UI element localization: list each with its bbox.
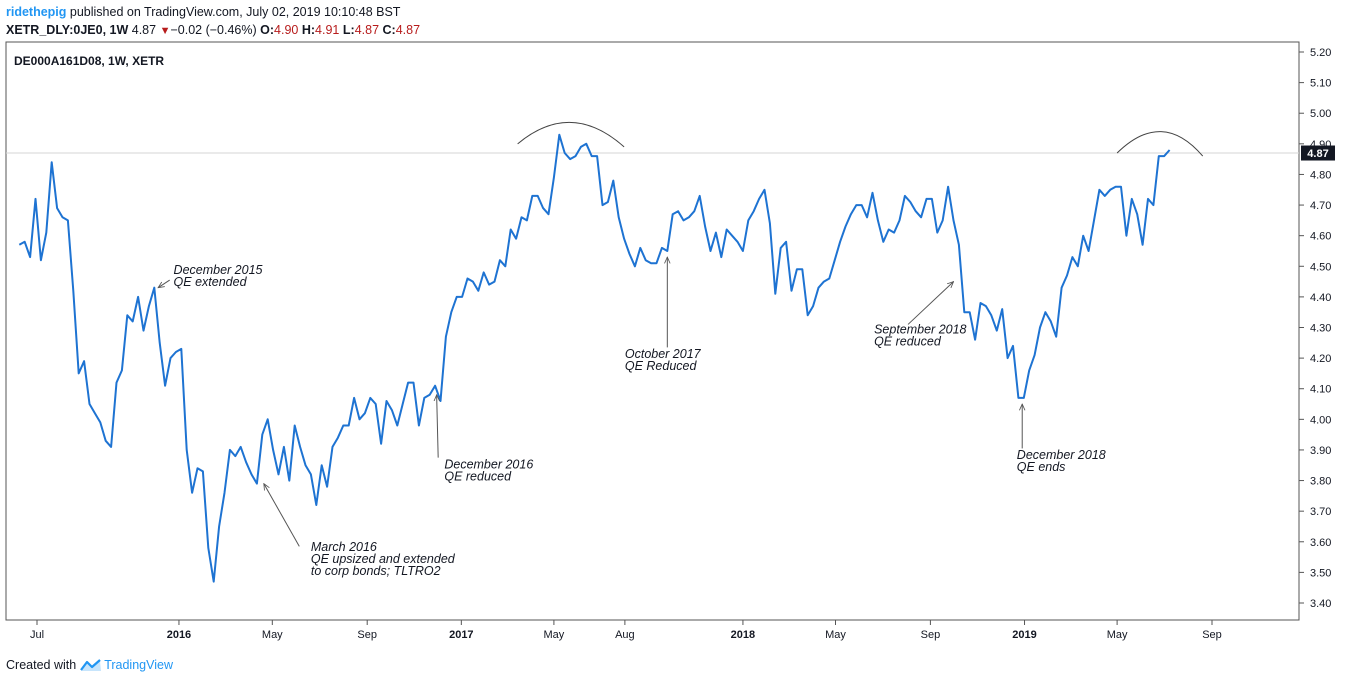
- annotation-arrow-0: [158, 279, 170, 288]
- price-tick-label: 3.50: [1310, 567, 1331, 579]
- open-value: 4.90: [274, 23, 299, 37]
- time-tick-label: 2019: [1012, 629, 1036, 641]
- annotation-text-1-0: March 2016: [311, 540, 377, 554]
- low-label: L:: [342, 23, 355, 37]
- annotation-arrow-2: [437, 395, 439, 458]
- price-tick-label: 4.30: [1310, 323, 1331, 335]
- price-tick-label: 4.70: [1310, 200, 1331, 212]
- time-tick-label: May: [544, 629, 565, 641]
- price-tick-label: 3.40: [1310, 598, 1331, 610]
- publish-info: ridethepig published on TradingView.com,…: [6, 5, 400, 19]
- price-tick-label: 5.10: [1310, 78, 1331, 90]
- annotation-text-2-1: QE reduced: [444, 469, 512, 483]
- time-tick-label: Sep: [921, 629, 941, 641]
- arc-0: [517, 121, 625, 148]
- price-tick-label: 4.10: [1310, 384, 1331, 396]
- time-tick-label: Sep: [1202, 629, 1222, 641]
- footer: Created with TradingView: [6, 658, 173, 675]
- price-change: −0.02 (−0.46%): [170, 23, 257, 37]
- low-value: 4.87: [354, 23, 380, 37]
- plot-frame: [5, 41, 1300, 621]
- annotation-text-0-0: December 2015: [174, 263, 263, 277]
- price-series-line: [18, 133, 1171, 583]
- symbol-name[interactable]: XETR_DLY:0JE0, 1W: [6, 23, 129, 37]
- arc-drawings: [517, 121, 1204, 157]
- time-tick-label: 2017: [449, 629, 473, 641]
- price-tick-label: 4.20: [1310, 353, 1331, 365]
- high-value: 4.91: [315, 23, 340, 37]
- author-link[interactable]: ridethepig: [6, 5, 67, 19]
- price-tick-label: 4.00: [1310, 414, 1331, 426]
- time-tick-label: May: [262, 629, 283, 641]
- tradingview-link[interactable]: TradingView: [104, 658, 173, 672]
- current-price-label: 4.87: [1307, 148, 1328, 160]
- time-tick-label: Aug: [615, 629, 635, 641]
- annotation-text-1-2: to corp bonds; TLTRO2: [311, 564, 441, 578]
- created-with-text: Created with: [6, 658, 77, 672]
- close-value: 4.87: [395, 23, 421, 37]
- price-tick-label: 4.40: [1310, 292, 1331, 304]
- last-price: 4.87: [131, 23, 157, 37]
- time-tick-label: 2016: [167, 629, 191, 641]
- price-tick-label: 3.60: [1310, 537, 1331, 549]
- open-label: O:: [260, 23, 275, 37]
- price-tick-label: 4.80: [1310, 169, 1331, 181]
- arc-1: [1116, 131, 1204, 157]
- published-text: published on TradingView.com, July 02, 2…: [66, 5, 401, 19]
- price-tick-label: 3.80: [1310, 476, 1331, 488]
- price-tick-label: 4.50: [1310, 261, 1331, 273]
- symbol-legend: XETR_DLY:0JE0, 1W 4.87 ▼−0.02 (−0.46%) O…: [6, 23, 420, 37]
- annotation-text-4-1: QE reduced: [874, 335, 942, 349]
- time-tick-label: May: [1107, 629, 1128, 641]
- annotation-arrow-1: [264, 484, 300, 547]
- annotation-text-2-0: December 2016: [444, 457, 533, 471]
- tradingview-logo-icon: [80, 658, 102, 675]
- price-tick-label: 5.00: [1310, 108, 1331, 120]
- annotation-text-4-0: September 2018: [874, 323, 966, 337]
- annotation-arrow-4: [907, 282, 954, 325]
- price-axis[interactable]: 5.205.105.004.904.804.704.604.504.404.30…: [1299, 47, 1331, 610]
- time-tick-label: Jul: [30, 629, 44, 641]
- time-axis[interactable]: Jul 2016 May Sep 2017 May Aug 2018 May Sep 2019 May…: [30, 620, 1222, 641]
- close-label: C:: [382, 23, 396, 37]
- annotation-text-3-0: October 2017: [625, 347, 702, 361]
- annotation-text-5-1: QE ends: [1017, 460, 1066, 474]
- time-tick-label: May: [825, 629, 846, 641]
- current-price-badge: 4.87: [1301, 145, 1335, 161]
- time-tick-label: Sep: [357, 629, 377, 641]
- price-tick-label: 3.90: [1310, 445, 1331, 457]
- annotation-text-3-1: QE Reduced: [625, 359, 698, 373]
- annotation-text-0-1: QE extended: [174, 275, 248, 289]
- price-tick-label: 5.20: [1310, 47, 1331, 59]
- high-label: H:: [301, 23, 316, 37]
- price-tick-label: 3.70: [1310, 506, 1331, 518]
- price-tick-label: 4.60: [1310, 231, 1331, 243]
- down-arrow-icon: ▼: [159, 25, 171, 37]
- annotation-text-5-0: December 2018: [1017, 448, 1106, 462]
- annotation-text-1-1: QE upsized and extended: [311, 552, 456, 566]
- time-tick-label: 2018: [731, 629, 755, 641]
- chart-title: DE000A161D08, 1W, XETR: [14, 54, 164, 68]
